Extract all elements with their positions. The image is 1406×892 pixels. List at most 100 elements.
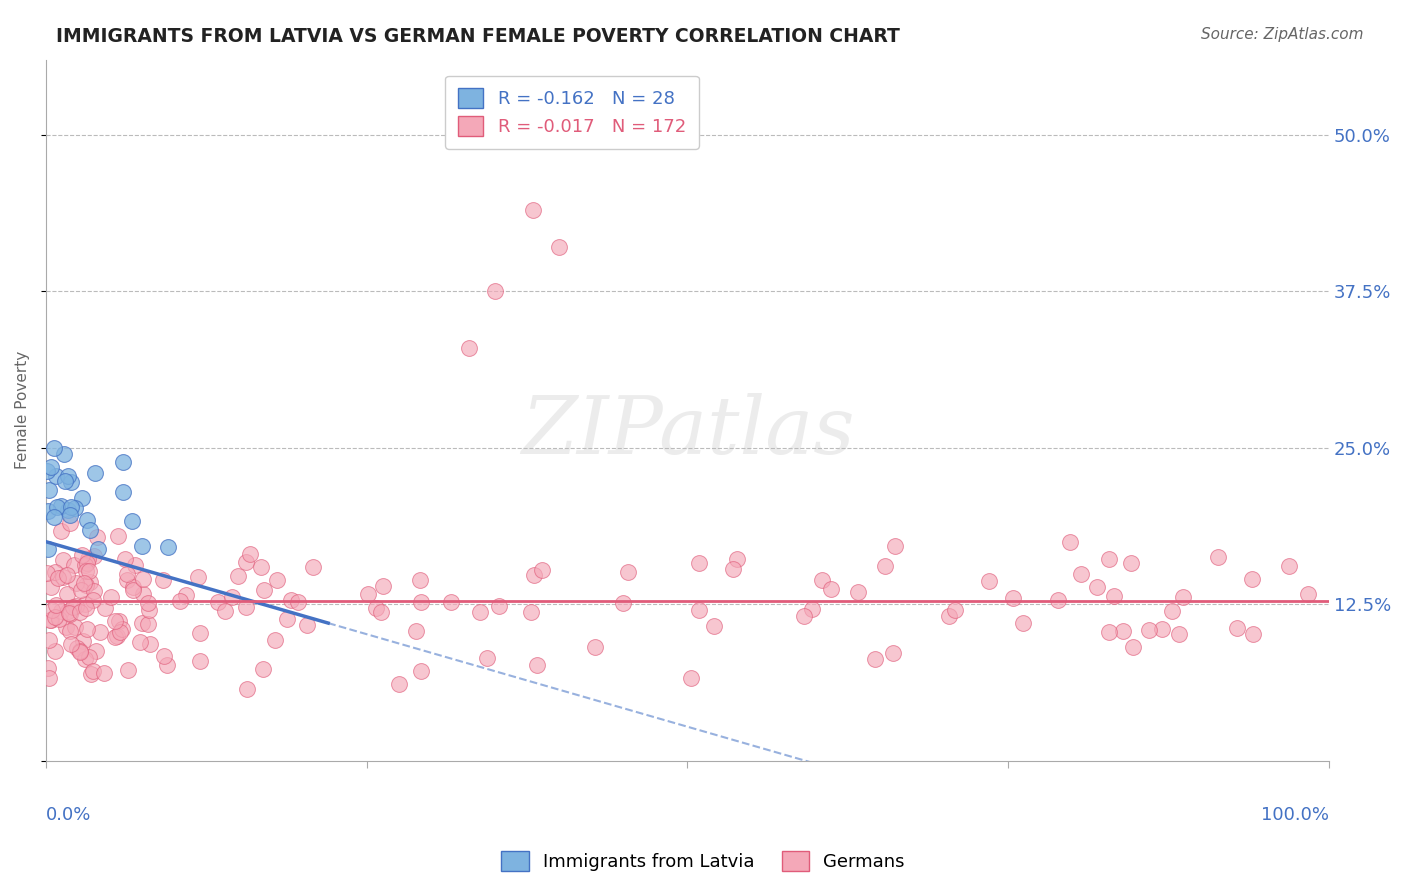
Text: Source: ZipAtlas.com: Source: ZipAtlas.com: [1201, 27, 1364, 42]
Point: [42, 441, 65, 455]
Point: [681, 671, 703, 685]
Point: [1002, 591, 1025, 606]
Point: [522, 202, 544, 217]
Point: [139, 637, 162, 651]
Text: IMMIGRANTS FROM LATVIA VS GERMAN FEMALE POVERTY CORRELATION CHART: IMMIGRANTS FROM LATVIA VS GERMAN FEMALE …: [56, 27, 900, 45]
Point: [104, 630, 127, 644]
Point: [121, 583, 143, 598]
Point: [638, 103, 661, 117]
Point: [75, 558, 97, 572]
Point: [128, 634, 150, 648]
Point: [38, 483, 60, 497]
Point: [79, 667, 101, 681]
Point: [115, 567, 138, 582]
Point: [100, 590, 122, 604]
Point: [136, 616, 159, 631]
Point: [75, 578, 97, 592]
Point: [39, 613, 62, 627]
Point: [76, 552, 98, 566]
Point: [59, 516, 82, 531]
Point: [77, 564, 100, 578]
Point: [1102, 589, 1125, 603]
Point: [221, 590, 243, 604]
Point: [69, 643, 91, 657]
Point: [55, 586, 77, 600]
Point: [52, 552, 75, 566]
Point: [1012, 616, 1035, 631]
Point: [266, 573, 288, 587]
Point: [117, 663, 139, 677]
Point: [187, 570, 209, 584]
Point: [83, 466, 105, 480]
Point: [65, 500, 87, 515]
Point: [62, 600, 84, 615]
Point: [725, 552, 748, 566]
Point: [1241, 627, 1264, 641]
Point: [59, 508, 82, 522]
Point: [65, 599, 87, 613]
Point: [60, 500, 83, 514]
Point: [458, 341, 481, 355]
Point: [440, 595, 463, 609]
Point: [405, 624, 427, 639]
Point: [207, 595, 229, 609]
Point: [75, 601, 97, 615]
Point: [585, 640, 607, 655]
Point: [58, 606, 80, 620]
Point: [811, 574, 834, 588]
Point: [1098, 625, 1121, 640]
Point: [1059, 534, 1081, 549]
Point: [236, 682, 259, 697]
Point: [131, 572, 153, 586]
Point: [703, 619, 725, 633]
Point: [409, 595, 432, 609]
Point: [124, 558, 146, 572]
Point: [530, 563, 553, 577]
Point: [1137, 624, 1160, 638]
Point: [72, 634, 94, 648]
Point: [1160, 604, 1182, 618]
Point: [1085, 580, 1108, 594]
Point: [37, 661, 59, 675]
Point: [41, 603, 63, 617]
Point: [104, 614, 127, 628]
Point: [117, 574, 139, 588]
Point: [174, 588, 197, 602]
Point: [76, 513, 98, 527]
Point: [37, 566, 59, 580]
Text: ZIPatlas: ZIPatlas: [520, 392, 853, 470]
Point: [44, 610, 66, 624]
Point: [156, 657, 179, 672]
Point: [188, 653, 211, 667]
Point: [82, 592, 104, 607]
Point: [37, 541, 59, 556]
Point: [59, 607, 82, 622]
Point: [846, 585, 869, 599]
Point: [1098, 551, 1121, 566]
Point: [1112, 624, 1135, 638]
Point: [82, 664, 104, 678]
Point: [76, 622, 98, 636]
Point: [46, 571, 69, 585]
Point: [617, 566, 640, 580]
Point: [388, 677, 411, 691]
Point: [373, 579, 395, 593]
Point: [63, 558, 86, 572]
Point: [1296, 587, 1319, 601]
Point: [357, 587, 380, 601]
Y-axis label: Female Poverty: Female Poverty: [15, 351, 30, 469]
Point: [60, 636, 83, 650]
Point: [214, 604, 236, 618]
Point: [235, 600, 257, 615]
Point: [105, 629, 128, 643]
Point: [688, 556, 710, 570]
Point: [132, 586, 155, 600]
Point: [169, 594, 191, 608]
Point: [152, 573, 174, 587]
Point: [1070, 567, 1092, 582]
Point: [488, 599, 510, 614]
Point: [107, 529, 129, 543]
Point: [52, 570, 75, 584]
Point: [188, 626, 211, 640]
Text: 100.0%: 100.0%: [1261, 806, 1329, 824]
